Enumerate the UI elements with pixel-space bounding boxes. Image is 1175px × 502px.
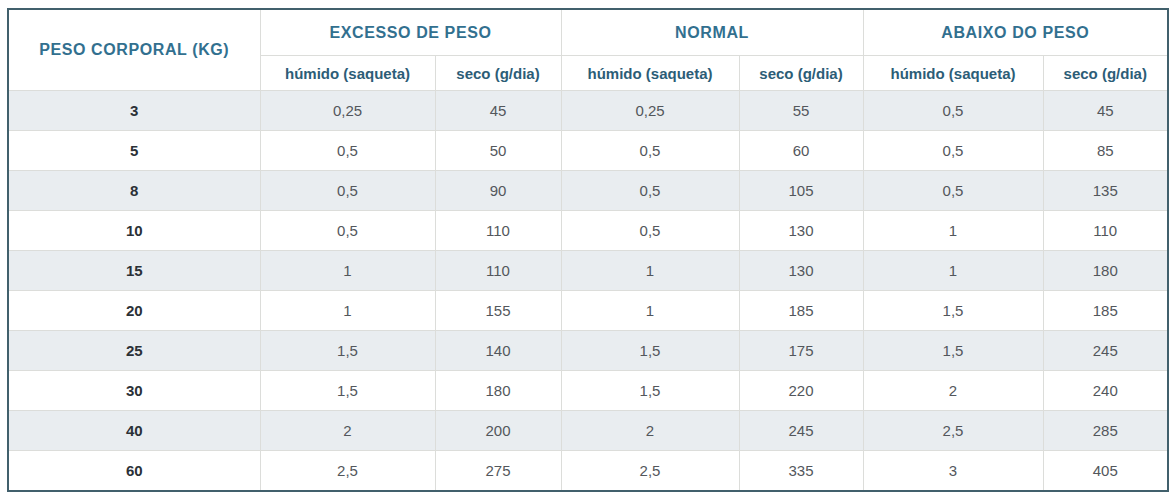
weight-cell: 8: [8, 171, 260, 211]
value-cell: 90: [435, 171, 561, 211]
value-cell: 0,5: [561, 131, 739, 171]
sub-header-seco-normal: seco (g/dia): [739, 56, 863, 91]
value-cell: 240: [1043, 371, 1168, 411]
value-cell: 0,5: [863, 91, 1043, 131]
weight-cell: 60: [8, 451, 260, 491]
value-cell: 85: [1043, 131, 1168, 171]
value-cell: 245: [739, 411, 863, 451]
value-cell: 405: [1043, 451, 1168, 491]
value-cell: 0,5: [561, 171, 739, 211]
table-row: 40220022452,5285: [8, 411, 1168, 451]
value-cell: 2: [260, 411, 435, 451]
table-row: 251,51401,51751,5245: [8, 331, 1168, 371]
weight-cell: 3: [8, 91, 260, 131]
value-cell: 1: [561, 291, 739, 331]
value-cell: 200: [435, 411, 561, 451]
table-row: 602,52752,53353405: [8, 451, 1168, 491]
value-cell: 110: [435, 251, 561, 291]
value-cell: 1: [260, 251, 435, 291]
table-row: 20115511851,5185: [8, 291, 1168, 331]
weight-cell: 30: [8, 371, 260, 411]
table-body: 30,25450,25550,54550,5500,5600,58580,590…: [8, 91, 1168, 491]
value-cell: 130: [739, 211, 863, 251]
value-cell: 0,5: [863, 171, 1043, 211]
table-row: 15111011301180: [8, 251, 1168, 291]
value-cell: 135: [1043, 171, 1168, 211]
value-cell: 1: [260, 291, 435, 331]
value-cell: 0,25: [260, 91, 435, 131]
value-cell: 2,5: [561, 451, 739, 491]
value-cell: 185: [1043, 291, 1168, 331]
value-cell: 335: [739, 451, 863, 491]
table-row: 80,5900,51050,5135: [8, 171, 1168, 211]
value-cell: 180: [435, 371, 561, 411]
value-cell: 1,5: [863, 331, 1043, 371]
value-cell: 1: [561, 251, 739, 291]
value-cell: 0,5: [561, 211, 739, 251]
value-cell: 155: [435, 291, 561, 331]
value-cell: 130: [739, 251, 863, 291]
value-cell: 1: [863, 211, 1043, 251]
value-cell: 245: [1043, 331, 1168, 371]
value-cell: 0,5: [260, 131, 435, 171]
feeding-guide-table: PESO CORPORAL (KG) EXCESSO DE PESO NORMA…: [7, 8, 1169, 492]
value-cell: 0,5: [260, 171, 435, 211]
table-row: 50,5500,5600,585: [8, 131, 1168, 171]
value-cell: 45: [1043, 91, 1168, 131]
page: PESO CORPORAL (KG) EXCESSO DE PESO NORMA…: [0, 0, 1175, 502]
corner-header-peso-corporal: PESO CORPORAL (KG): [8, 9, 260, 91]
group-header-excesso-de-peso: EXCESSO DE PESO: [260, 9, 561, 56]
sub-header-seco-excesso: seco (g/dia): [435, 56, 561, 91]
value-cell: 1,5: [561, 371, 739, 411]
value-cell: 2,5: [260, 451, 435, 491]
group-header-normal: NORMAL: [561, 9, 863, 56]
weight-cell: 20: [8, 291, 260, 331]
weight-cell: 25: [8, 331, 260, 371]
weight-cell: 10: [8, 211, 260, 251]
weight-cell: 40: [8, 411, 260, 451]
value-cell: 175: [739, 331, 863, 371]
value-cell: 1,5: [561, 331, 739, 371]
value-cell: 105: [739, 171, 863, 211]
value-cell: 0,5: [863, 131, 1043, 171]
value-cell: 1,5: [863, 291, 1043, 331]
group-header-abaixo-do-peso: ABAIXO DO PESO: [863, 9, 1168, 56]
value-cell: 220: [739, 371, 863, 411]
weight-cell: 5: [8, 131, 260, 171]
sub-header-humido-abaixo: húmido (saqueta): [863, 56, 1043, 91]
value-cell: 1: [863, 251, 1043, 291]
value-cell: 1,5: [260, 371, 435, 411]
value-cell: 140: [435, 331, 561, 371]
value-cell: 0,25: [561, 91, 739, 131]
sub-header-humido-normal: húmido (saqueta): [561, 56, 739, 91]
table-row: 100,51100,51301110: [8, 211, 1168, 251]
value-cell: 2,5: [863, 411, 1043, 451]
value-cell: 50: [435, 131, 561, 171]
value-cell: 2: [561, 411, 739, 451]
value-cell: 55: [739, 91, 863, 131]
value-cell: 3: [863, 451, 1043, 491]
value-cell: 1,5: [260, 331, 435, 371]
value-cell: 110: [1043, 211, 1168, 251]
table-row: 301,51801,52202240: [8, 371, 1168, 411]
value-cell: 60: [739, 131, 863, 171]
value-cell: 110: [435, 211, 561, 251]
value-cell: 180: [1043, 251, 1168, 291]
sub-header-humido-excesso: húmido (saqueta): [260, 56, 435, 91]
table-header: PESO CORPORAL (KG) EXCESSO DE PESO NORMA…: [8, 9, 1168, 91]
value-cell: 285: [1043, 411, 1168, 451]
value-cell: 185: [739, 291, 863, 331]
weight-cell: 15: [8, 251, 260, 291]
value-cell: 45: [435, 91, 561, 131]
sub-header-seco-abaixo: seco (g/dia): [1043, 56, 1168, 91]
value-cell: 0,5: [260, 211, 435, 251]
table-row: 30,25450,25550,545: [8, 91, 1168, 131]
value-cell: 275: [435, 451, 561, 491]
group-header-row: PESO CORPORAL (KG) EXCESSO DE PESO NORMA…: [8, 9, 1168, 56]
value-cell: 2: [863, 371, 1043, 411]
